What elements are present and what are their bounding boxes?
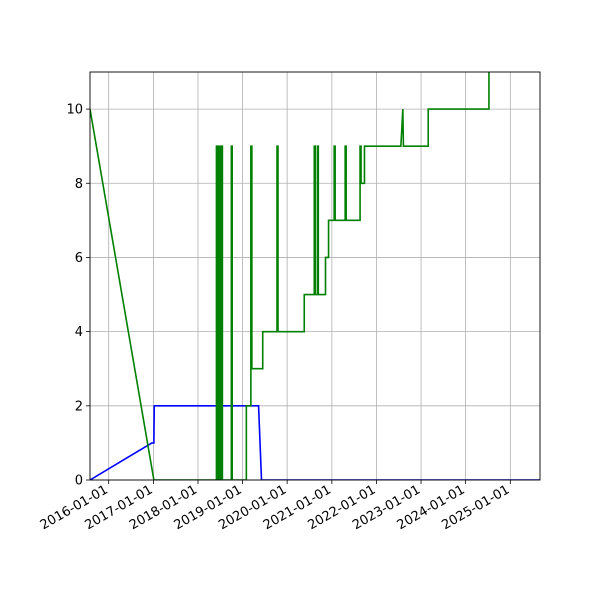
y-tick-label: 2 bbox=[75, 399, 83, 414]
y-tick-label: 0 bbox=[75, 474, 83, 489]
y-tick-label: 6 bbox=[75, 251, 83, 266]
series-layer bbox=[90, 72, 540, 480]
y-tick-label: 10 bbox=[66, 103, 83, 118]
series-line-2 bbox=[90, 72, 490, 480]
axes-layer bbox=[89, 71, 541, 481]
y-tick-label: 4 bbox=[75, 325, 83, 340]
plot-frame bbox=[89, 71, 541, 481]
series-line-1 bbox=[90, 405, 540, 480]
y-tick-label: 8 bbox=[75, 177, 83, 192]
